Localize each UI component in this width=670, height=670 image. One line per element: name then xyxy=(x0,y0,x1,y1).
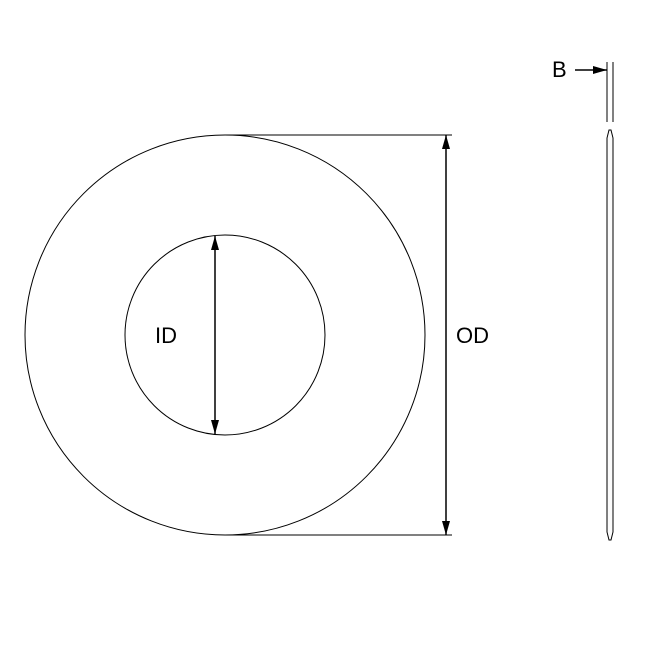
washer-diagram: OD ID B xyxy=(0,0,670,670)
washer-side-view xyxy=(607,130,613,540)
od-arrowhead-bottom xyxy=(442,521,450,535)
washer-face-view xyxy=(25,135,425,535)
side-profile xyxy=(607,130,613,540)
id-arrowhead-bottom xyxy=(211,420,219,434)
b-label: B xyxy=(552,57,567,82)
outer-diameter-circle xyxy=(25,135,425,535)
b-arrowhead xyxy=(593,66,607,74)
id-arrowhead-top xyxy=(211,236,219,250)
id-label: ID xyxy=(155,323,177,348)
b-dimension: B xyxy=(552,57,613,122)
id-dimension: ID xyxy=(155,236,219,434)
od-dimension: OD xyxy=(225,135,489,535)
od-label: OD xyxy=(456,323,489,348)
od-arrowhead-top xyxy=(442,135,450,149)
